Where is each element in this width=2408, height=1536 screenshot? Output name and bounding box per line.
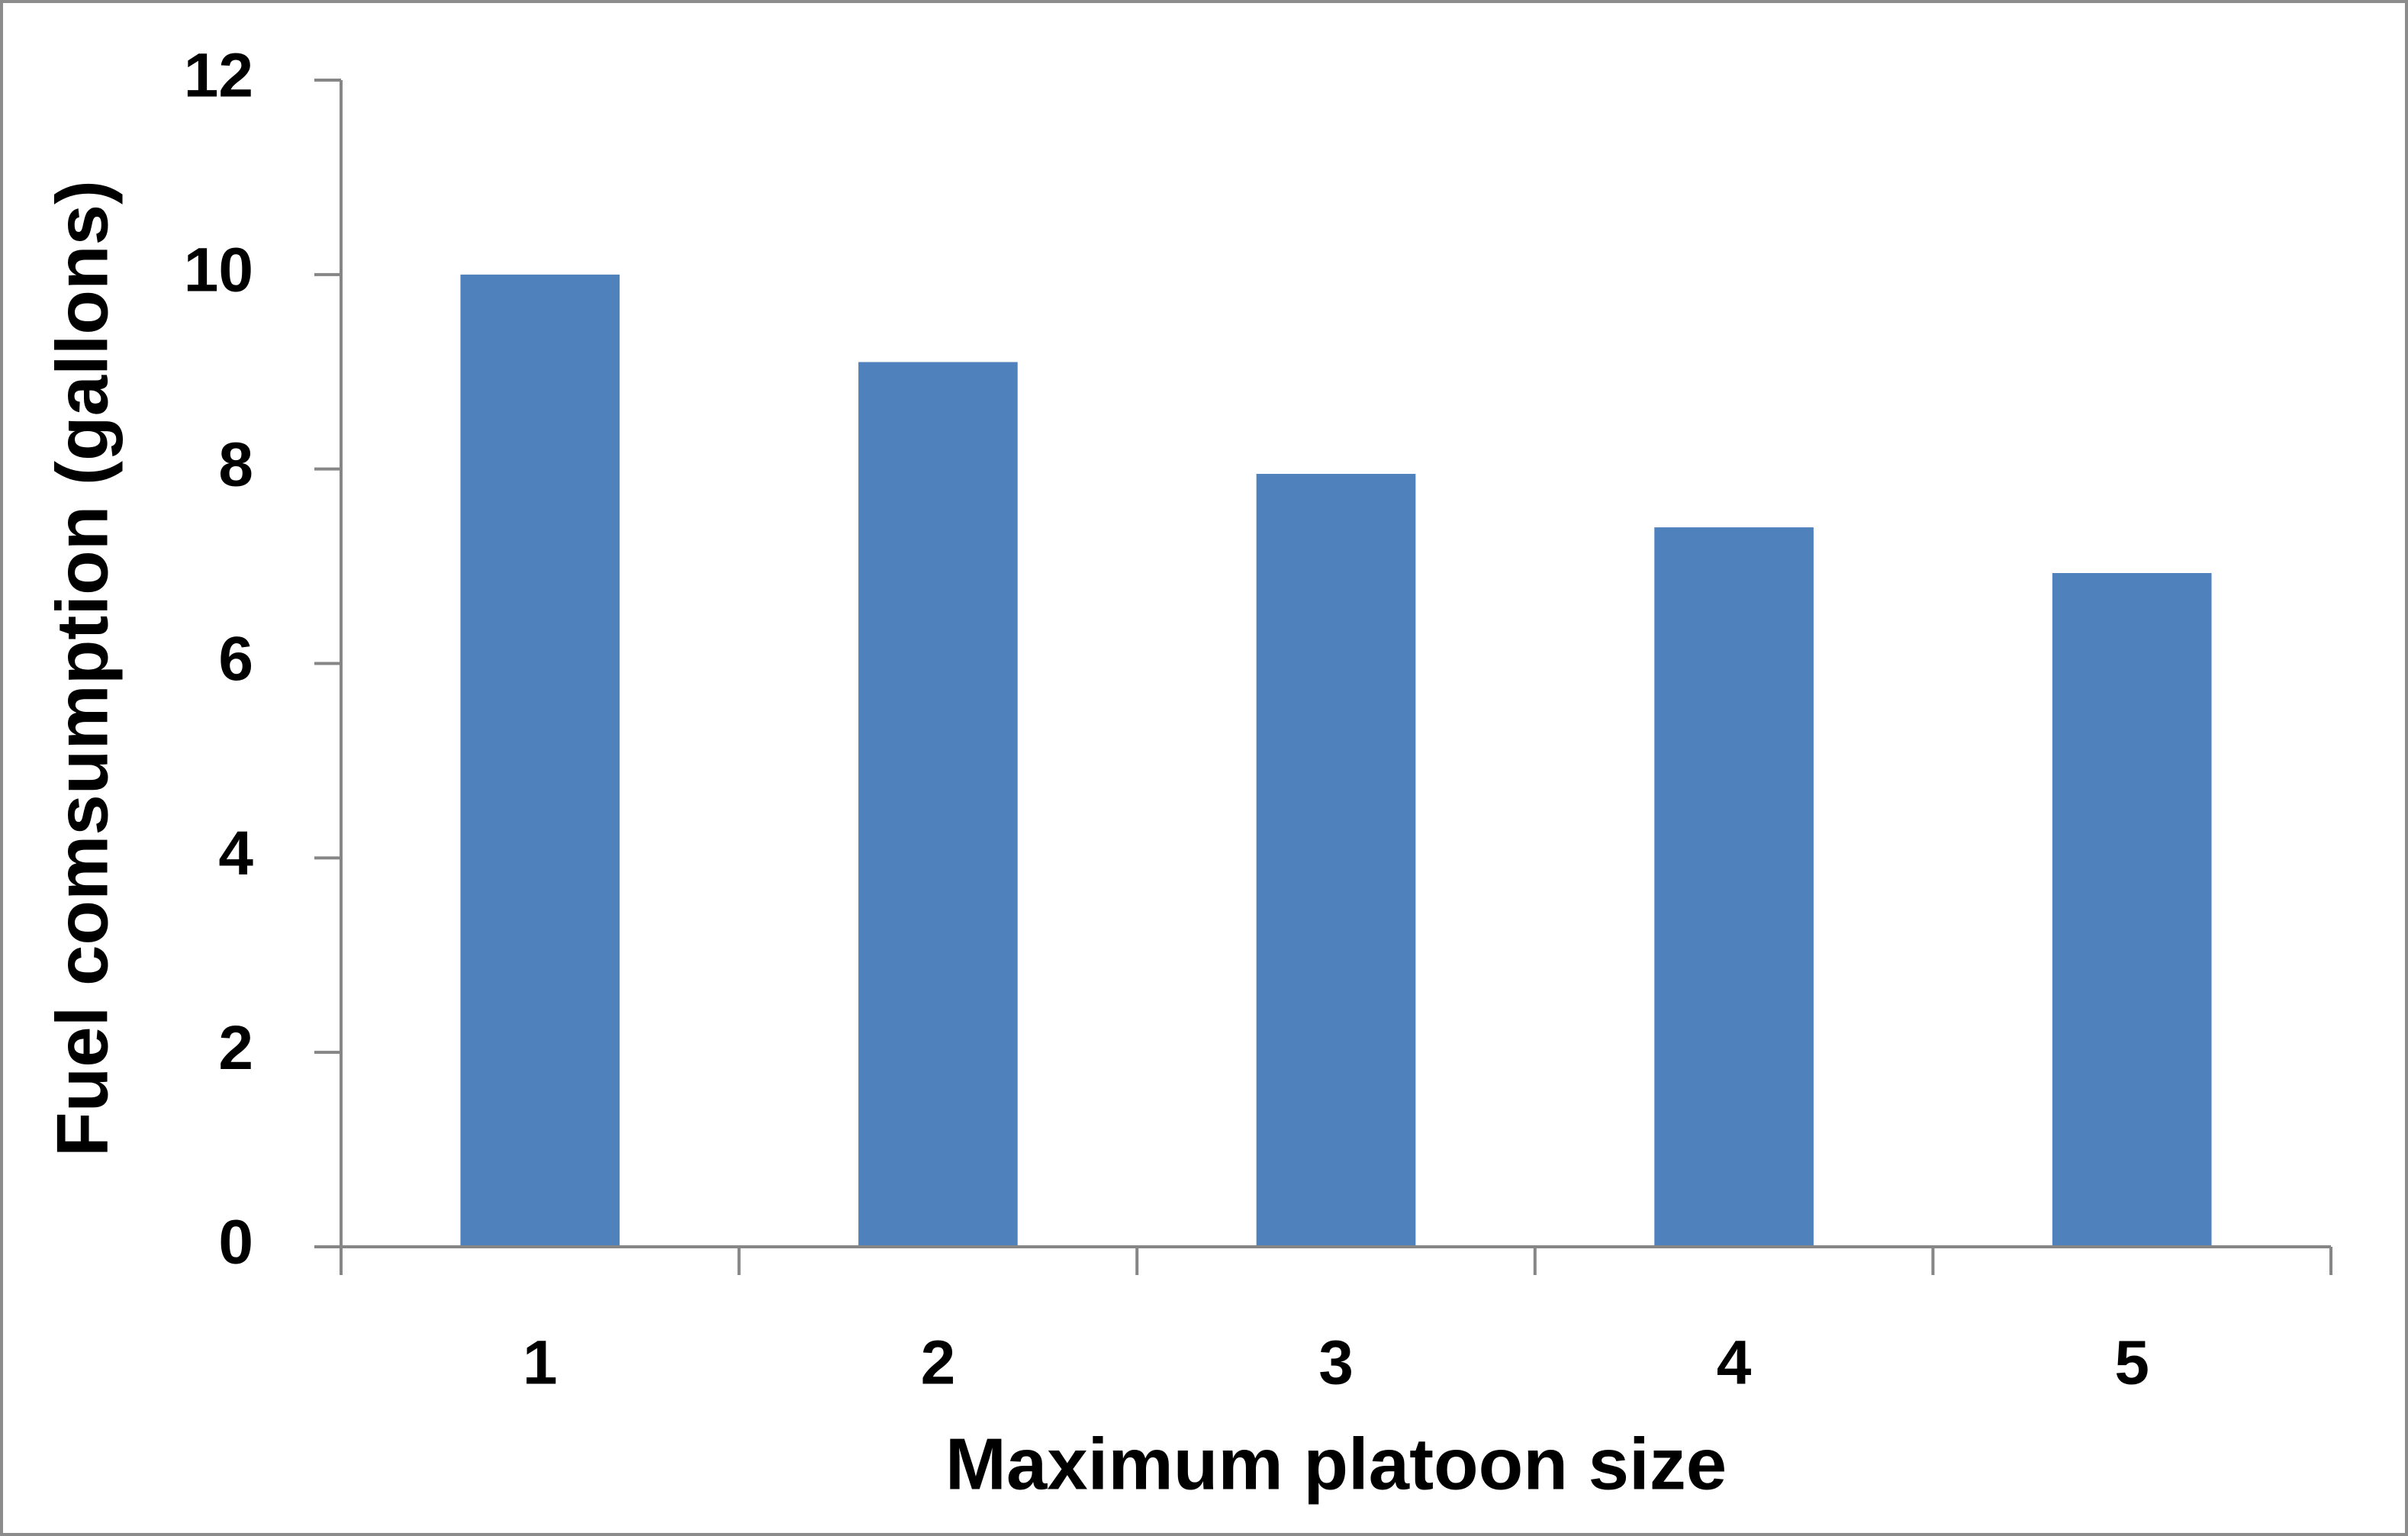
x-tick-label: 5 [2114,1328,2149,1398]
bar [2052,573,2212,1247]
bar [1256,474,1416,1247]
bar [460,274,620,1247]
x-tick-label: 1 [523,1328,558,1398]
bar [1654,527,1814,1247]
x-tick-label: 4 [1717,1328,1752,1398]
x-tick-label: 3 [1318,1328,1354,1398]
x-axis-title: Maximum platoon size [945,1423,1727,1505]
y-tick-label: 8 [218,430,253,499]
y-tick-label: 2 [218,1013,253,1083]
x-tick-label: 2 [921,1328,956,1398]
y-tick-label: 12 [184,41,253,111]
y-tick-label: 4 [218,819,253,888]
y-tick-label: 0 [218,1208,253,1277]
y-tick-label: 6 [218,624,253,694]
y-axis-title: Fuel comsumption (gallons) [41,180,123,1157]
y-tick-label: 10 [184,235,253,304]
bar [858,362,1018,1248]
